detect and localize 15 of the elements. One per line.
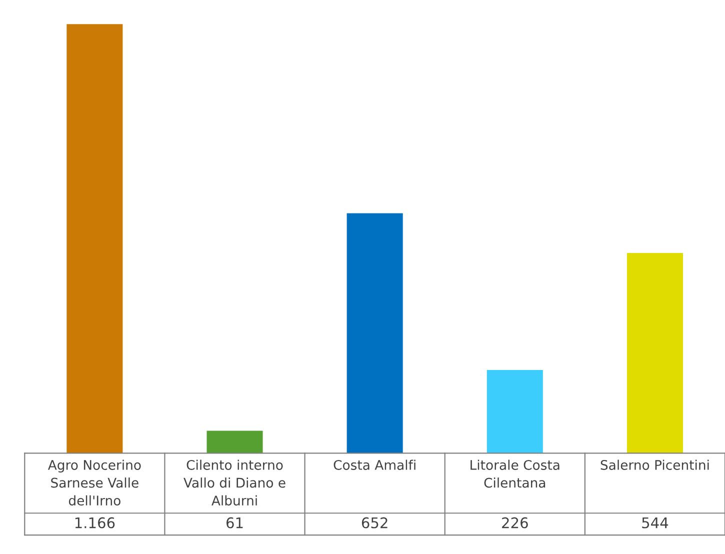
bar (346, 213, 403, 454)
x-tick-label: Cilento interno Vallo di Diano e Alburni (184, 460, 286, 506)
data-label: 61 (226, 517, 243, 528)
bar (626, 252, 683, 454)
data-label: 544 (642, 517, 668, 528)
bar (486, 370, 543, 454)
x-tick-label: Salerno Picentini (600, 460, 709, 470)
x-tick-label: Costa Amalfi (334, 460, 416, 470)
bar (66, 24, 123, 454)
x-tick-label: Litorale Costa Cilentana (470, 460, 560, 488)
bar (206, 430, 263, 454)
data-label: 652 (362, 517, 388, 528)
data-label: 1.166 (75, 517, 115, 528)
data-label: 226 (502, 517, 528, 528)
x-tick-label: Agro Nocerino Sarnese Valle dell'Irno (48, 460, 141, 506)
